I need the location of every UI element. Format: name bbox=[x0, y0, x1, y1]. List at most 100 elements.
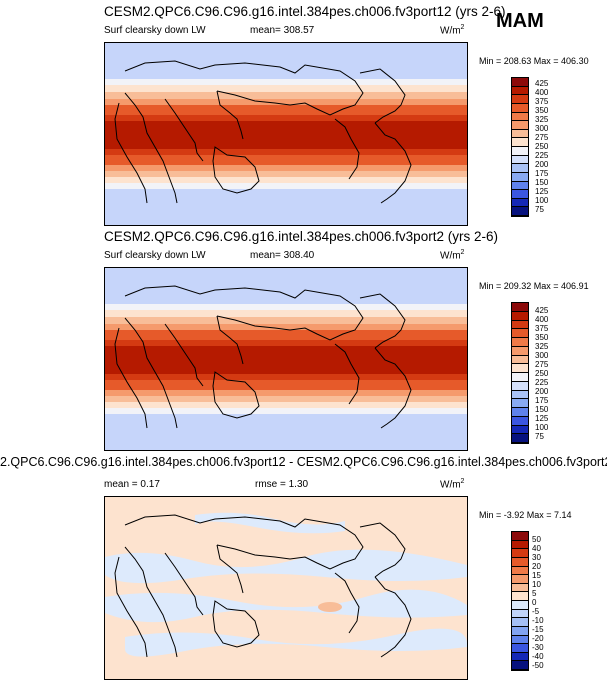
panel2-level-label: 175 bbox=[535, 396, 549, 405]
panel1-colorbar-swatch bbox=[512, 95, 528, 104]
panel3-level-label: 20 bbox=[532, 562, 541, 571]
panel3-mean: mean = 0.17 bbox=[104, 479, 160, 490]
panel2-level-label: 375 bbox=[535, 324, 549, 333]
panel3-colorbar-swatch bbox=[512, 583, 528, 593]
panel2-level-label: 200 bbox=[535, 387, 549, 396]
panel2-level-label: 350 bbox=[535, 333, 549, 342]
panel3-level-label: 5 bbox=[532, 589, 537, 598]
panel1-title: CESM2.QPC6.C96.C96.g16.intel.384pes.ch00… bbox=[104, 4, 506, 19]
panel1-level-label: 125 bbox=[535, 187, 549, 196]
panel1-colorbar-swatch bbox=[512, 190, 528, 199]
panel3-colorbar bbox=[511, 531, 529, 671]
panel3-colorbar-swatch bbox=[512, 592, 528, 601]
panel2-level-label: 75 bbox=[535, 432, 544, 441]
panel3-level-label: 0 bbox=[532, 598, 537, 607]
panel2-map-field bbox=[105, 268, 467, 450]
panel1-colorbar-swatch bbox=[512, 121, 528, 130]
panel3-level-label: -30 bbox=[532, 643, 544, 652]
panel2-colorbar bbox=[511, 302, 529, 444]
panel3-colorbar-swatch bbox=[512, 557, 528, 567]
panel3-level-label: 10 bbox=[532, 580, 541, 589]
panel1-level-label: 250 bbox=[535, 142, 549, 151]
panel1-level-label: 375 bbox=[535, 97, 549, 106]
panel3-level-label: -5 bbox=[532, 607, 540, 616]
panel2-colorbar-swatch bbox=[512, 381, 528, 391]
panel2-level-label: 250 bbox=[535, 369, 549, 378]
panel3-colorbar-swatch bbox=[512, 549, 528, 558]
season-label: MAM bbox=[496, 10, 544, 32]
panel2-colorbar-swatch bbox=[512, 434, 528, 443]
panel1-colorbar-swatch bbox=[512, 86, 528, 96]
panel2-minmax: Min = 209.32 Max = 406.91 bbox=[479, 281, 589, 291]
panel3-level-label: -50 bbox=[532, 661, 544, 670]
panel3-colorbar-swatch bbox=[512, 566, 528, 576]
panel2-colorbar-swatch bbox=[512, 311, 528, 321]
panel1-colorbar-swatch bbox=[512, 207, 528, 216]
panel1-map bbox=[104, 42, 468, 226]
panel2-units: W/m2 bbox=[440, 249, 465, 262]
panel3-level-label: -20 bbox=[532, 634, 544, 643]
panel2-colorbar-swatch bbox=[512, 329, 528, 338]
panel2-level-label: 150 bbox=[535, 405, 549, 414]
panel2-colorbar-swatch bbox=[512, 320, 528, 330]
panel3-colorbar-swatch bbox=[512, 635, 528, 645]
panel1-colorbar-swatch bbox=[512, 172, 528, 182]
panel2-title: CESM2.QPC6.C96.C96.g16.intel.384pes.ch00… bbox=[104, 229, 498, 244]
panel3-level-label: 50 bbox=[532, 535, 541, 544]
panel3-map-field bbox=[105, 497, 467, 679]
panel1-colorbar-swatch bbox=[512, 164, 528, 173]
panel2-colorbar-swatch bbox=[512, 390, 528, 400]
panel2-field-label: Surf clearsky down LW bbox=[104, 250, 206, 261]
panel2-colorbar-swatch bbox=[512, 416, 528, 426]
panel1-field-label: Surf clearsky down LW bbox=[104, 25, 206, 36]
panel3-rmse: rmse = 1.30 bbox=[255, 479, 309, 490]
panel1-level-label: 175 bbox=[535, 169, 549, 178]
panel2-mean: mean= 308.40 bbox=[250, 250, 315, 261]
panel2-colorbar-swatch bbox=[512, 364, 528, 373]
panel2-level-label: 400 bbox=[535, 315, 549, 324]
panel1-minmax: Min = 208.63 Max = 406.30 bbox=[479, 56, 589, 66]
panel1-colorbar-labels: 425 400 375 350 325 300 275 250 225 200 … bbox=[535, 79, 575, 220]
panel1-colorbar-swatch bbox=[512, 181, 528, 191]
panel1-colorbar-swatch bbox=[512, 138, 528, 147]
panel2-colorbar-swatch bbox=[512, 303, 528, 312]
panel3-colorbar-swatch bbox=[512, 540, 528, 550]
panel1-level-label: 350 bbox=[535, 106, 549, 115]
panel2-level-label: 125 bbox=[535, 414, 549, 423]
panel3-level-label: 30 bbox=[532, 553, 541, 562]
panel1-level-label: 425 bbox=[535, 79, 549, 88]
panel2-level-label: 275 bbox=[535, 360, 549, 369]
panel1-level-label: 225 bbox=[535, 151, 549, 160]
panel3-colorbar-swatch bbox=[512, 644, 528, 653]
panel1-level-label: 100 bbox=[535, 196, 549, 205]
panel3-level-label: 40 bbox=[532, 544, 541, 553]
panel3-minmax: Min = -3.92 Max = 7.14 bbox=[479, 510, 572, 520]
panel2-level-label: 300 bbox=[535, 351, 549, 360]
panel1-colorbar-swatch bbox=[512, 112, 528, 122]
panel1-colorbar-swatch bbox=[512, 103, 528, 113]
panel2-colorbar-swatch bbox=[512, 399, 528, 408]
panel3-colorbar-swatch bbox=[512, 626, 528, 636]
panel2-colorbar-labels: 425 400 375 350 325 300 275 250 225 200 … bbox=[535, 306, 575, 447]
panel3-colorbar-swatch bbox=[512, 661, 528, 670]
panel1-colorbar-swatch bbox=[512, 155, 528, 165]
panel1-level-label: 75 bbox=[535, 205, 544, 214]
panel1-colorbar-swatch bbox=[512, 129, 528, 139]
panel3-colorbar-swatch bbox=[512, 601, 528, 610]
panel2-colorbar-swatch bbox=[512, 408, 528, 417]
panel3-level-label: -10 bbox=[532, 616, 544, 625]
panel3-level-label: 15 bbox=[532, 571, 541, 580]
panel1-level-label: 150 bbox=[535, 178, 549, 187]
panel3-title: 2.QPC6.C96.C96.g16.intel.384pes.ch006.fv… bbox=[0, 455, 607, 469]
panel2-colorbar-swatch bbox=[512, 373, 528, 382]
panel3-units: W/m2 bbox=[440, 478, 465, 491]
panel2-level-label: 425 bbox=[535, 306, 549, 315]
panel1-level-label: 200 bbox=[535, 160, 549, 169]
panel1-units: W/m2 bbox=[440, 24, 465, 37]
panel3-level-label: -15 bbox=[532, 625, 544, 634]
panel1-mean: mean= 308.57 bbox=[250, 25, 315, 36]
panel3-map bbox=[104, 496, 468, 680]
panel2-level-label: 100 bbox=[535, 423, 549, 432]
panel1-level-label: 400 bbox=[535, 88, 549, 97]
panel3-level-label: -40 bbox=[532, 652, 544, 661]
